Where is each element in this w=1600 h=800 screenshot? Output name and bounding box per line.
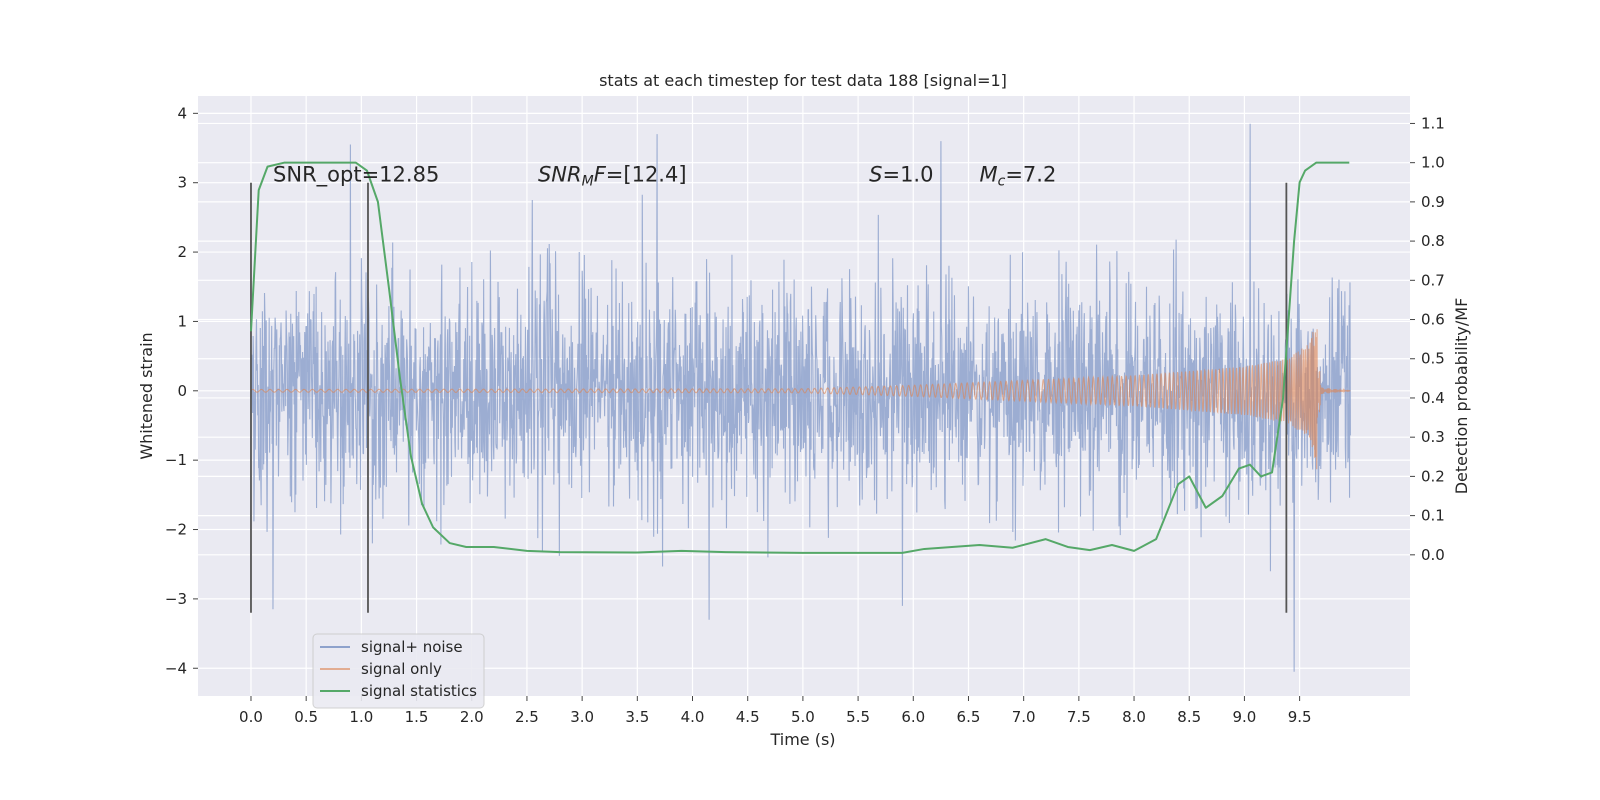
annotation-snr-mf: SNRMF=[12.4] bbox=[538, 163, 687, 190]
y2-tick-label: 0.5 bbox=[1421, 350, 1445, 368]
legend-label-noise: signal+ noise bbox=[361, 638, 463, 656]
y2-tick-label: 0.1 bbox=[1421, 507, 1445, 525]
x-tick-label: 8.5 bbox=[1177, 708, 1201, 726]
vertical-markers bbox=[250, 182, 1288, 613]
legend-box bbox=[312, 633, 485, 709]
x-tick-label: 4.5 bbox=[736, 708, 760, 726]
x-tick-label: 0.0 bbox=[239, 708, 263, 726]
x-tick-label: 3.5 bbox=[625, 708, 649, 726]
x-tick-label: 3.0 bbox=[570, 708, 594, 726]
x-tick-label: 7.0 bbox=[1012, 708, 1036, 726]
legend-label-signal: signal only bbox=[361, 660, 442, 678]
stat-line bbox=[249, 161, 1350, 554]
y-tick-label: 2 bbox=[177, 243, 187, 261]
legend: signal+ noise signal only signal statist… bbox=[312, 633, 485, 709]
x-tick-label: 9.0 bbox=[1232, 708, 1256, 726]
y-axis-label: Whitened strain bbox=[137, 332, 156, 459]
y-tick-label: −1 bbox=[165, 451, 187, 469]
stat-series bbox=[249, 161, 1350, 554]
legend-label-stat: signal statistics bbox=[361, 682, 477, 700]
y2-tick-label: 0.0 bbox=[1421, 546, 1445, 564]
y-tick-label: 4 bbox=[177, 104, 187, 122]
y-tick-label: −4 bbox=[165, 659, 187, 677]
annotations: SNR_opt=12.85 SNRMF=[12.4] S=1.0 Mc=7.2 bbox=[273, 163, 1056, 190]
x-tick-label: 9.5 bbox=[1288, 708, 1312, 726]
x-tick-label: 2.5 bbox=[515, 708, 539, 726]
annotation-snr-opt: SNR_opt=12.85 bbox=[273, 163, 439, 188]
annotation-s: S=1.0 bbox=[869, 163, 933, 187]
signal-series bbox=[250, 329, 1351, 470]
y-tick-label: −3 bbox=[165, 590, 187, 608]
y2-tick-label: 0.4 bbox=[1421, 389, 1445, 407]
y-tick-label: −2 bbox=[165, 521, 187, 539]
x-tick-label: 5.0 bbox=[791, 708, 815, 726]
chart-title: stats at each timestep for test data 188… bbox=[599, 71, 1007, 90]
x-tick-label: 1.5 bbox=[405, 708, 429, 726]
x-tick-labels: 0.0 0.5 1.0 1.5 2.0 2.5 3.0 3.5 4.0 4.5 5.0 5.5 6.0 6… bbox=[239, 696, 1312, 726]
x-axis-label: Time (s) bbox=[769, 730, 835, 749]
x-tick-label: 8.0 bbox=[1122, 708, 1146, 726]
x-tick-label: 6.0 bbox=[901, 708, 925, 726]
y2-tick-label: 0.2 bbox=[1421, 467, 1445, 485]
y2-tick-label: 1.0 bbox=[1421, 154, 1445, 172]
x-tick-label: 5.5 bbox=[846, 708, 870, 726]
signal-line bbox=[250, 329, 1351, 470]
y-tick-labels: 4 3 2 1 0 −1 −2 −3 −4 bbox=[165, 104, 198, 677]
y-tick-label: 1 bbox=[177, 312, 187, 330]
x-tick-label: 4.0 bbox=[681, 708, 705, 726]
x-tick-label: 1.0 bbox=[349, 708, 373, 726]
y2-tick-label: 0.3 bbox=[1421, 428, 1445, 446]
x-tick-label: 7.5 bbox=[1067, 708, 1091, 726]
y2-tick-label: 0.6 bbox=[1421, 311, 1445, 329]
y-tick-label: 0 bbox=[177, 382, 187, 400]
y2-tick-label: 0.8 bbox=[1421, 232, 1445, 250]
x-tick-label: 6.5 bbox=[957, 708, 981, 726]
y2-axis-label: Detection probability/MF bbox=[1452, 298, 1471, 495]
y2-tick-label: 0.9 bbox=[1421, 193, 1445, 211]
x-tick-label: 2.0 bbox=[460, 708, 484, 726]
x-tick-label: 0.5 bbox=[294, 708, 318, 726]
y2-tick-label: 1.1 bbox=[1421, 114, 1445, 132]
annotation-mc: Mc=7.2 bbox=[980, 163, 1057, 190]
y2-tick-label: 0.7 bbox=[1421, 271, 1445, 289]
y-tick-label: 3 bbox=[177, 174, 187, 192]
y2-tick-labels: 1.1 1.0 0.9 0.8 0.7 0.6 0.5 0.4 0.3 0.2 0.1 0.0 bbox=[1410, 114, 1445, 564]
